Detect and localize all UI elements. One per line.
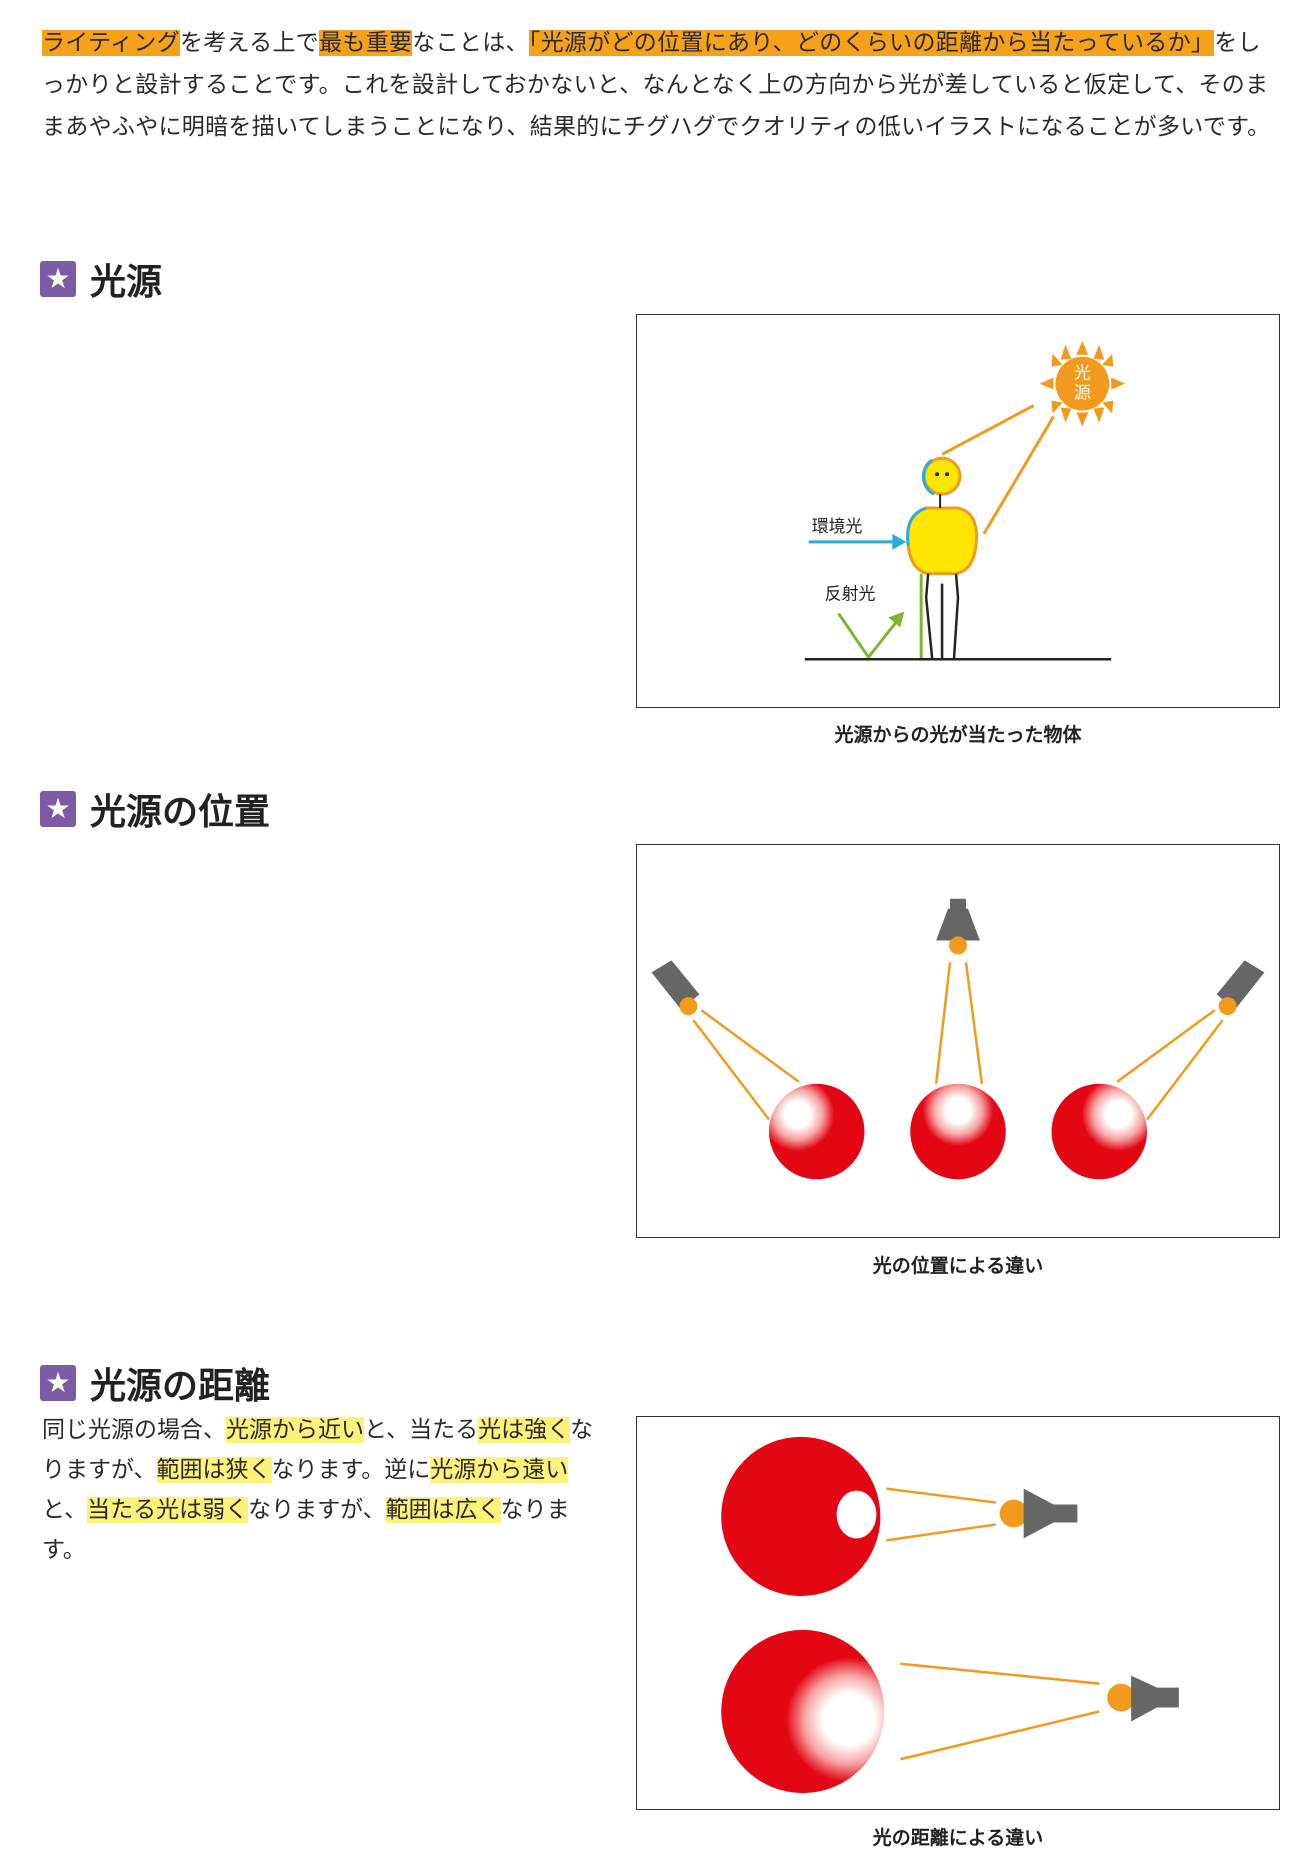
distance-paragraph: 同じ光源の場合、光源から近いと、当たる光は強くなりますが、範囲は狭くなります。逆… xyxy=(42,1410,602,1570)
text-run: なります。 xyxy=(42,1497,570,1563)
highlighted-text: ライティング xyxy=(42,30,180,56)
reflected-label: 反射光 xyxy=(825,584,876,604)
lamp-icon xyxy=(936,898,980,955)
figure-caption: 光の距離による違い xyxy=(872,1827,1044,1849)
text-run: と、当たる xyxy=(364,1417,479,1443)
highlighted-text: 最も重要 xyxy=(319,30,413,56)
sphere xyxy=(910,1083,1006,1180)
intro-paragraph: ライティングを考える上で最も重要なことは、「光源がどの位置にあり、どのくらいの距… xyxy=(42,22,1282,148)
intro-text: ライティングを考える上で最も重要なことは、「光源がどの位置にあり、どのくらいの距… xyxy=(42,22,1282,148)
position-illustration xyxy=(651,898,1265,1180)
highlighted-text: 範囲は広く xyxy=(385,1497,501,1523)
light-ray xyxy=(941,404,1035,456)
highlighted-text: 「光源がどの位置にあり、どのくらいの距離から当たっているか」 xyxy=(528,30,1215,56)
figure-caption: 光の位置による違い xyxy=(872,1255,1044,1277)
figure-caption: 光源からの光が当たった物体 xyxy=(834,724,1082,746)
star-icon: ★ xyxy=(40,261,76,297)
sun-label-2: 源 xyxy=(1074,383,1091,403)
reflected-arrow xyxy=(837,612,900,660)
text-run: と、 xyxy=(42,1497,88,1523)
lamp-icon xyxy=(999,1488,1078,1539)
section-heading-position: ★ 光源の位置 xyxy=(40,783,270,835)
lamp-icon xyxy=(1216,960,1265,1016)
light-ray xyxy=(982,415,1055,535)
text-run: なりますが、 xyxy=(248,1497,386,1523)
section-heading-distance: ★ 光源の距離 xyxy=(40,1357,270,1409)
section-title: 光源 xyxy=(90,262,163,303)
sun-label-1: 光 xyxy=(1074,363,1091,383)
person-figure xyxy=(906,456,978,659)
distance-text: 同じ光源の場合、光源から近いと、当たる光は強くなりますが、範囲は狭くなります。逆… xyxy=(42,1410,602,1570)
star-icon: ★ xyxy=(40,1365,76,1401)
highlighted-text: 当たる光は弱く xyxy=(87,1497,249,1523)
sphere xyxy=(721,1629,885,1794)
text-run: をしっかりと設計することです。これを設計しておかないと、なんとなく上の方向から光… xyxy=(42,30,1271,140)
highlighted-text: 範囲は狭く xyxy=(156,1457,272,1483)
highlighted-text: 光源から近い xyxy=(226,1417,364,1443)
sphere xyxy=(721,1436,881,1597)
section-heading-light-source: ★ 光源 xyxy=(40,253,162,305)
lamp-icon xyxy=(651,960,700,1016)
text-run: なります。逆に xyxy=(271,1457,431,1483)
distance-illustration xyxy=(721,1436,1179,1794)
light-source-illustration: 光 源 環境光 反射光 xyxy=(804,340,1126,661)
text-run: なりますが、 xyxy=(42,1417,594,1483)
text-run: を考える上で xyxy=(179,30,320,56)
figure-light-source: 光 源 環境光 反射光 xyxy=(636,314,1280,708)
text-run: なことは、 xyxy=(412,30,529,56)
figure-position xyxy=(636,844,1280,1238)
section-title: 光源の位置 xyxy=(90,792,271,833)
star-icon: ★ xyxy=(40,791,76,827)
figure-distance xyxy=(636,1416,1280,1810)
sun-icon xyxy=(1039,340,1126,427)
highlighted-text: 光は強く xyxy=(478,1417,571,1443)
sphere xyxy=(1051,1083,1148,1180)
lamp-icon xyxy=(1107,1675,1179,1722)
sphere xyxy=(768,1083,865,1180)
text-run: 同じ光源の場合、 xyxy=(42,1417,226,1443)
highlighted-text: 光源から遠い xyxy=(430,1457,569,1483)
ambient-label: 環境光 xyxy=(812,516,863,536)
section-title: 光源の距離 xyxy=(90,1366,271,1407)
